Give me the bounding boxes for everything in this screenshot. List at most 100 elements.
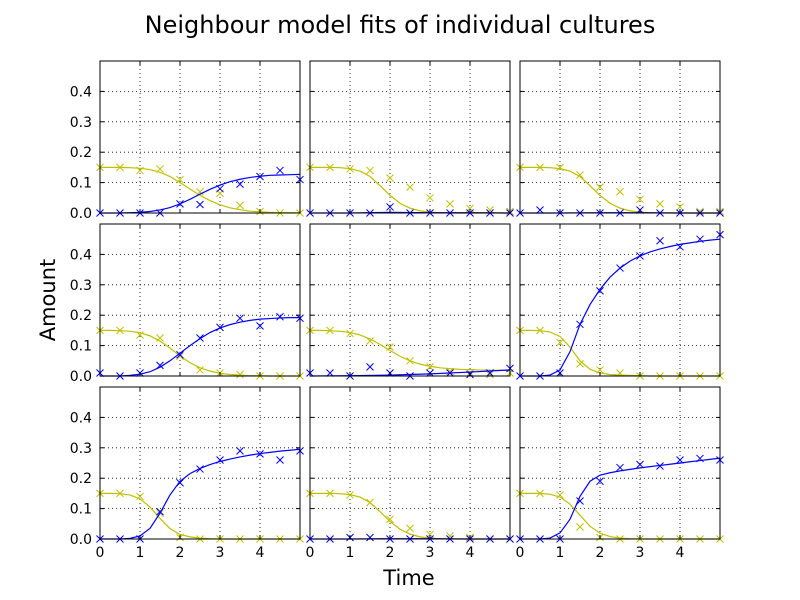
- y-tick-label: 0.3: [70, 115, 92, 131]
- y-tick-label: 0.3: [70, 441, 92, 457]
- data-point-marker: [236, 370, 244, 379]
- data-point-marker: [276, 312, 284, 321]
- axes-frame: [519, 223, 721, 377]
- x-tick-label: 1: [136, 545, 145, 561]
- data-point-marker: [236, 201, 244, 210]
- fit-line-1: [100, 166, 301, 214]
- data-point-marker: [176, 478, 184, 487]
- fit-line-1: [100, 492, 300, 540]
- data-point-marker: [136, 331, 144, 339]
- data-point-marker: [366, 363, 374, 371]
- fit-line-2: [100, 448, 301, 540]
- data-point-marker: [256, 172, 264, 181]
- data-point-marker: [406, 524, 414, 533]
- y-tick-label: 0.0: [70, 532, 92, 548]
- fit-line-2: [100, 173, 301, 214]
- data-point-marker: [176, 175, 184, 184]
- x-tick-label: 1: [556, 545, 565, 561]
- data-point-marker: [386, 515, 394, 524]
- data-point-marker: [216, 456, 224, 464]
- fit-line-2: [309, 369, 511, 377]
- data-point-marker: [556, 163, 564, 172]
- fit-line-1: [520, 492, 720, 540]
- data-point-marker: [326, 489, 334, 498]
- data-point-marker: [676, 203, 684, 211]
- data-point-marker: [196, 366, 204, 374]
- data-point-marker: [216, 323, 224, 332]
- axes-frame: [99, 223, 301, 377]
- y-tick-label: 0.2: [70, 308, 92, 324]
- axes-frame: [99, 60, 301, 214]
- data-point-marker: [406, 356, 414, 365]
- subplot-4: 0.0 0.1 0.2 0.3 0.4: [70, 223, 304, 385]
- axes-frame: [309, 386, 511, 540]
- data-point-marker: [656, 462, 664, 470]
- data-point-marker: [256, 450, 264, 458]
- data-point-marker: [326, 163, 334, 172]
- subplot-3: [516, 60, 724, 217]
- x-tick-label: 2: [176, 545, 185, 561]
- data-point-marker: [196, 465, 204, 473]
- data-point-marker: [346, 165, 354, 173]
- subplot-9: 0 1 2 3 4: [516, 386, 724, 561]
- data-point-marker: [676, 456, 684, 464]
- data-point-marker: [116, 326, 124, 335]
- x-tick-label: 4: [256, 545, 265, 561]
- data-point-marker: [256, 321, 264, 330]
- data-point-marker: [536, 163, 544, 172]
- data-point-marker: [136, 492, 144, 501]
- y-tick-label: 0.2: [70, 471, 92, 487]
- data-point-marker: [136, 166, 144, 175]
- data-point-marker: [596, 366, 604, 374]
- data-point-marker: [556, 491, 564, 499]
- x-tick-label: 2: [386, 545, 395, 561]
- data-point-marker: [176, 350, 184, 359]
- data-point-marker: [616, 187, 624, 196]
- data-point-marker: [216, 184, 224, 193]
- x-tick-label: 3: [426, 545, 435, 561]
- data-point-marker: [326, 369, 334, 377]
- axes-frame: [309, 60, 511, 214]
- fit-line-1: [520, 166, 720, 214]
- data-point-marker: [576, 171, 584, 179]
- data-point-marker: [116, 163, 124, 172]
- data-point-marker: [616, 369, 624, 377]
- data-point-marker: [576, 522, 584, 531]
- fit-line-2: [520, 238, 721, 377]
- data-point-marker: [696, 235, 704, 244]
- y-tick-label: 0.0: [70, 369, 92, 385]
- data-point-marker: [346, 329, 354, 338]
- data-point-marker: [366, 498, 374, 507]
- y-tick-label: 0.1: [70, 502, 92, 518]
- data-point-marker: [196, 334, 204, 342]
- subplot-1: 0.0 0.1 0.2 0.3 0.4: [70, 60, 304, 222]
- data-point-marker: [346, 491, 354, 499]
- y-tick-label: 0.4: [70, 247, 92, 263]
- data-point-marker: [156, 165, 164, 173]
- data-point-marker: [176, 352, 184, 361]
- data-point-marker: [696, 207, 704, 216]
- data-point-marker: [326, 326, 334, 335]
- data-point-marker: [696, 454, 704, 463]
- data-point-marker: [446, 200, 454, 208]
- x-tick-label: 3: [216, 545, 225, 561]
- data-point-marker: [596, 477, 604, 486]
- x-tick-label: 3: [636, 545, 645, 561]
- axes-frame: [519, 386, 721, 540]
- x-tick-label: 0: [306, 545, 315, 561]
- data-point-marker: [656, 200, 664, 208]
- data-point-marker: [576, 497, 584, 505]
- data-point-marker: [576, 320, 584, 329]
- fit-line-1: [100, 329, 300, 377]
- data-point-marker: [276, 456, 284, 464]
- x-tick-label: 1: [346, 545, 355, 561]
- data-point-marker: [536, 489, 544, 498]
- fit-line-1: [310, 166, 510, 214]
- data-point-marker: [576, 359, 584, 368]
- data-point-marker: [556, 338, 564, 347]
- data-point-marker: [116, 489, 124, 498]
- data-point-marker: [156, 507, 164, 516]
- data-point-marker: [676, 242, 684, 251]
- subplot-7: 0.0 0.1 0.2 0.3 0.4 0 1 2 3 4: [70, 386, 304, 561]
